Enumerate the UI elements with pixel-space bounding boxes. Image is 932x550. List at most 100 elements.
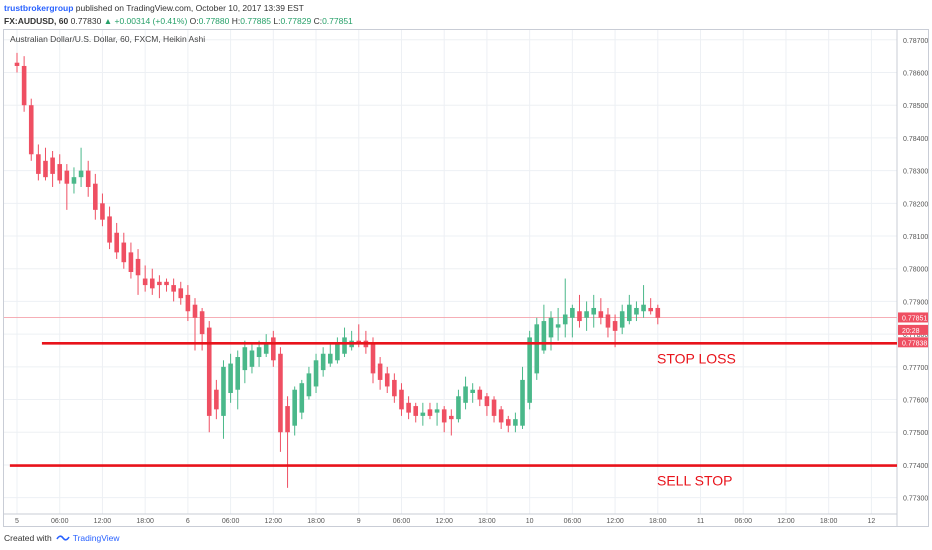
candle-body — [164, 281, 169, 286]
candle-body — [299, 383, 305, 413]
candle-body — [278, 353, 283, 433]
price-tag-label: 0.77851 — [902, 315, 927, 322]
price-tick-label: 0.77500 — [903, 430, 928, 437]
time-tick-label: 06:00 — [222, 518, 240, 525]
candle-body — [263, 343, 269, 354]
publisher-link[interactable]: trustbrokergroup — [4, 3, 74, 13]
candle-body — [292, 389, 297, 426]
price-tag-bg — [898, 312, 928, 323]
candle-body — [335, 343, 340, 361]
chart-panel[interactable]: 0.78700 0.78600 0.78500 0.78400 0.78300 0.782… — [3, 29, 929, 527]
time-tick-label: 11 — [697, 518, 704, 525]
candle-body — [406, 402, 411, 413]
candle-body — [199, 311, 205, 335]
candle-body — [641, 304, 646, 312]
candle-body — [491, 399, 497, 416]
candle-body — [463, 386, 468, 403]
open-value: 0.77880 — [198, 16, 230, 26]
time-tick-label: 6 — [186, 518, 190, 525]
candle-body — [342, 337, 347, 354]
candle-body — [57, 164, 63, 181]
candle-body — [64, 170, 70, 184]
candle-body — [562, 314, 568, 325]
candle-body — [71, 177, 77, 184]
candle-body — [413, 406, 419, 416]
candle-body — [612, 321, 618, 331]
candle-body — [285, 406, 290, 433]
candle-body — [470, 389, 475, 393]
time-tick-label: 9 — [357, 518, 361, 525]
candle-body — [449, 415, 454, 420]
candle-body — [178, 288, 184, 299]
candle-body — [377, 363, 383, 380]
candle-body — [584, 311, 589, 318]
chart-svg[interactable]: 0.78700 0.78600 0.78500 0.78400 0.78300 0.782… — [4, 30, 928, 526]
candle-body — [228, 363, 233, 393]
candle-body — [520, 379, 525, 426]
tradingview-link[interactable]: TradingView — [56, 533, 120, 543]
close-label: C: — [313, 16, 323, 26]
time-tick-label: 12:00 — [777, 518, 795, 525]
candle-body — [555, 324, 561, 328]
time-tick-label: 18:00 — [820, 518, 838, 525]
time-tick-label: 5 — [15, 518, 19, 525]
candle-body — [456, 396, 461, 420]
low-label: L: — [273, 16, 281, 26]
candle-body — [598, 311, 604, 318]
tradingview-logo-icon — [56, 534, 70, 541]
candle-body — [605, 314, 611, 328]
price-tag-label: 0.77838 — [902, 340, 927, 347]
candle-body — [570, 307, 575, 318]
candle-body — [484, 396, 490, 407]
candle-body — [548, 317, 554, 338]
time-tick-label: 18:00 — [136, 518, 154, 525]
candle-body — [206, 327, 212, 416]
candle-body — [420, 412, 426, 416]
candle-body — [149, 278, 155, 289]
candle-body — [50, 157, 55, 174]
candle-body — [271, 337, 276, 361]
candle-body — [93, 183, 98, 210]
candle-body — [434, 409, 440, 413]
candle-body — [36, 154, 41, 174]
footer: Created with TradingView — [4, 533, 120, 543]
candle-body — [370, 343, 376, 374]
time-tick-label: 10 — [526, 518, 534, 525]
candle-body — [306, 373, 312, 397]
candle-body — [100, 203, 105, 220]
price-tick-label: 0.77700 — [903, 365, 928, 372]
low-value: 0.77829 — [280, 16, 312, 26]
candle-body — [634, 307, 639, 315]
candle-body — [28, 105, 34, 155]
candle-body — [534, 324, 540, 374]
candle-body — [249, 350, 255, 367]
time-tick-label: 06:00 — [393, 518, 411, 525]
candle-body — [427, 409, 433, 416]
price-tick-label: 0.78700 — [903, 38, 928, 45]
price-tick-label: 0.78500 — [903, 103, 928, 110]
candle-body — [498, 409, 504, 423]
time-tick-label: 06:00 — [734, 518, 752, 525]
price-tick-label: 0.78000 — [903, 267, 928, 274]
high-label: H: — [231, 16, 241, 26]
time-tick-label: 12 — [868, 518, 876, 525]
candle-body — [114, 232, 119, 253]
candle-body — [513, 419, 518, 426]
candle-body — [21, 65, 27, 106]
candle-body — [441, 409, 447, 423]
time-tick-label: 12:00 — [606, 518, 624, 525]
candle-body — [655, 307, 661, 318]
price-tick-label: 0.77300 — [903, 496, 928, 503]
candle-body — [541, 321, 547, 351]
publish-info: trustbrokergroup published on TradingVie… — [4, 3, 304, 13]
high-value: 0.77885 — [240, 16, 271, 26]
published-text: published on TradingView.com, October 10… — [75, 3, 304, 13]
price-tick-label: 0.78100 — [903, 234, 928, 241]
time-tick-label: 18:00 — [478, 518, 496, 525]
open-label: O: — [189, 16, 199, 26]
symbol-label: FX:AUDUSD, 60 — [4, 16, 69, 26]
candle-body — [107, 216, 112, 243]
price-tag-label: 20:28 — [902, 328, 920, 335]
candle-body — [43, 160, 48, 178]
candle-body — [128, 252, 134, 272]
